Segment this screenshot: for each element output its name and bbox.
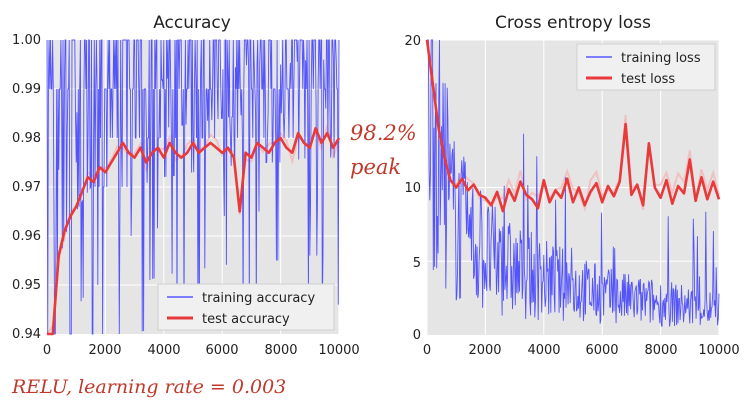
x-tick: 8000 [264, 343, 297, 358]
x-tick: 0 [43, 343, 51, 358]
x-tick: 10000 [698, 343, 739, 358]
x-tick: 4000 [147, 343, 180, 358]
loss-x-ticks: 0 2000 4000 6000 8000 10000 [423, 343, 740, 358]
x-tick: 0 [423, 343, 431, 358]
y-tick: 0.97 [12, 180, 41, 195]
x-tick: 4000 [527, 343, 560, 358]
training-series-line [46, 39, 340, 335]
accuracy-lines [46, 39, 341, 336]
training-series-line [427, 39, 720, 327]
legend-box [157, 283, 335, 331]
x-tick: 10000 [318, 343, 359, 358]
y-tick: 20 [404, 34, 421, 49]
accuracy-y-ticks: 0.94 0.95 0.96 0.97 0.98 0.99 1.00 [12, 33, 41, 342]
loss-legend: training loss test loss [576, 43, 716, 91]
y-tick: 10 [404, 181, 421, 196]
legend-label: training accuracy [202, 291, 315, 306]
x-tick: 8000 [644, 343, 677, 358]
accuracy-title: Accuracy [153, 13, 231, 33]
loss-lines [425, 39, 721, 327]
test-series-line [47, 126, 341, 336]
loss-title: Cross entropy loss [495, 13, 651, 33]
x-tick: 6000 [585, 343, 618, 358]
x-tick: 2000 [468, 343, 501, 358]
accuracy-legend: training accuracy test accuracy [157, 283, 335, 331]
y-tick: 0.99 [12, 82, 41, 97]
legend-label: training loss [621, 51, 701, 66]
peak-value-annotation: 98.2% [350, 121, 417, 145]
y-tick: 0.94 [12, 327, 41, 342]
footer-note: RELU, learning rate = 0.003 [11, 376, 286, 398]
peak-word-annotation: peak [350, 155, 401, 179]
loss-y-ticks: 0 5 10 20 [404, 34, 421, 343]
legend-label: test accuracy [202, 312, 290, 327]
accuracy-x-ticks: 0 2000 4000 6000 8000 10000 [43, 343, 360, 358]
y-tick: 1.00 [12, 33, 41, 48]
x-tick: 2000 [88, 343, 121, 358]
accuracy-chart: Accuracy 0.94 0.95 0.96 0.97 0.98 0.99 1… [12, 13, 360, 358]
y-tick: 0.98 [12, 131, 41, 146]
loss-chart: Cross entropy loss 0 5 10 20 0 2000 4000… [404, 13, 739, 358]
y-tick: 0 [413, 328, 421, 343]
x-tick: 6000 [205, 343, 238, 358]
legend-box [576, 43, 716, 91]
y-tick: 5 [413, 256, 421, 271]
legend-label: test loss [621, 72, 675, 87]
test-series-line [425, 39, 721, 213]
y-tick: 0.95 [12, 278, 41, 293]
y-tick: 0.96 [12, 229, 41, 244]
